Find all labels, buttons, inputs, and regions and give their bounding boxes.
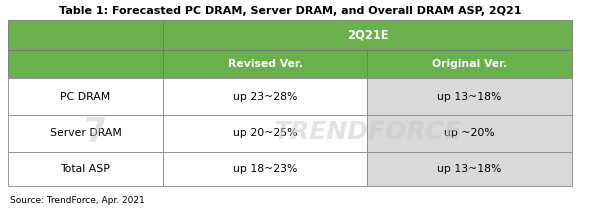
Text: PC DRAM: PC DRAM [60, 92, 111, 101]
Text: Total ASP: Total ASP [61, 164, 110, 174]
Bar [163, 50, 367, 78]
Text: Source: TrendForce, Apr. 2021: Source: TrendForce, Apr. 2021 [10, 196, 145, 205]
Bar [367, 78, 572, 115]
Text: up 18~23%: up 18~23% [233, 164, 297, 174]
Bar [8, 20, 163, 50]
Bar [163, 115, 367, 152]
Text: TRENDFORCE: TRENDFORCE [273, 120, 461, 144]
Text: 7: 7 [84, 115, 107, 149]
Text: up 13~18%: up 13~18% [437, 92, 502, 101]
Text: Original Ver.: Original Ver. [432, 59, 507, 69]
Bar [163, 20, 572, 50]
Bar [8, 78, 163, 115]
Bar [367, 50, 572, 78]
Bar [163, 78, 367, 115]
Bar [8, 152, 163, 186]
Bar [163, 152, 367, 186]
Text: Table 1: Forecasted PC DRAM, Server DRAM, and Overall DRAM ASP, 2Q21: Table 1: Forecasted PC DRAM, Server DRAM… [59, 6, 521, 16]
Text: up 13~18%: up 13~18% [437, 164, 502, 174]
Text: 2Q21E: 2Q21E [347, 28, 388, 42]
Text: Revised Ver.: Revised Ver. [228, 59, 303, 69]
Bar [8, 115, 163, 152]
Text: up 23~28%: up 23~28% [233, 92, 297, 101]
Text: Server DRAM: Server DRAM [50, 128, 122, 138]
Text: up ~20%: up ~20% [444, 128, 495, 138]
Bar [367, 152, 572, 186]
Text: up 20~25%: up 20~25% [232, 128, 297, 138]
Bar [8, 50, 163, 78]
Bar [367, 115, 572, 152]
Bar [8, 2, 572, 20]
